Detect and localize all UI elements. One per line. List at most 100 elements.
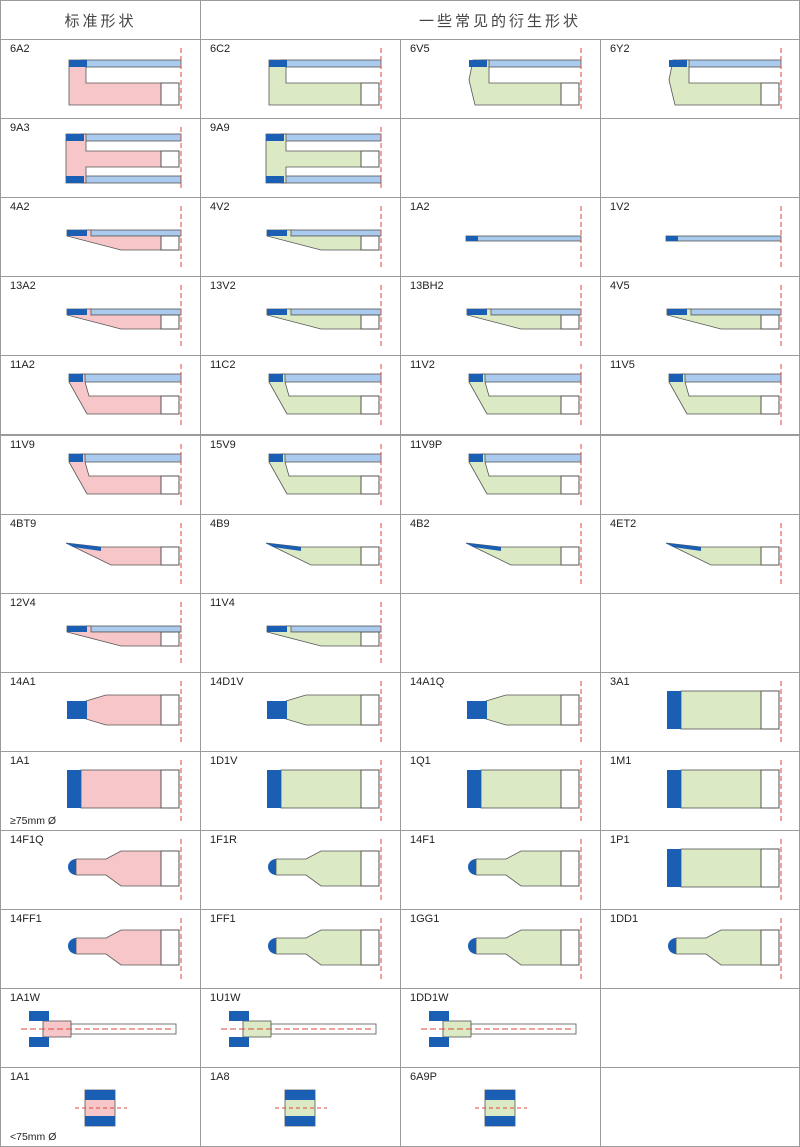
shape-cell: [600, 118, 800, 199]
shape-code-label: 6Y2: [610, 43, 630, 55]
shape-cell: 4V2: [200, 197, 401, 278]
shape-code-label: 1M1: [610, 754, 632, 767]
shape-cell: 4B2: [400, 513, 601, 594]
shape-code-label: 4B2: [410, 517, 430, 530]
shaft: [760, 769, 780, 809]
shape-cell: 4ET2: [600, 513, 800, 594]
body: [475, 929, 562, 966]
shape-drawing: [21, 1011, 177, 1048]
shape-cell: [400, 118, 601, 199]
abrasive-tip: [266, 542, 301, 551]
shape-cell: 1DD1: [600, 909, 800, 990]
abrasive-tip: [68, 859, 76, 875]
abrasive-layer: [467, 309, 487, 316]
shape-code-label: 13BH2: [410, 280, 444, 293]
body: [680, 690, 762, 730]
shape-cell: 11C2: [200, 355, 401, 436]
body: [485, 694, 562, 726]
shape-code-label: 1A1: [10, 754, 30, 767]
shape-code-label: 14F1: [410, 834, 436, 846]
shape-cell: 11A2: [0, 355, 201, 436]
shape-cell: 4BT9: [0, 513, 201, 594]
abrasive-layer: [267, 769, 281, 808]
shape-drawing: [265, 127, 382, 192]
shape-cell: 14A1: [0, 671, 201, 752]
shape-code-label: 13V2: [210, 280, 236, 293]
flat-rim: [665, 235, 782, 242]
abrasive-layer: [269, 374, 283, 383]
shape-cell: 1FF1: [200, 909, 401, 990]
shape-code-label: 3A1: [610, 675, 630, 688]
shape-code-label: 1U1W: [210, 992, 241, 1005]
shape-cell: 1GG1: [400, 909, 601, 990]
rim-top: [80, 133, 182, 142]
shape-cell: 11V4: [200, 592, 401, 673]
shaft: [360, 150, 380, 168]
body: [85, 694, 162, 726]
shape-code-label: 4V5: [610, 280, 630, 293]
shape-drawing: [465, 522, 582, 587]
rim: [85, 308, 182, 316]
abrasive-tip: [466, 542, 501, 551]
shape-cell: 6A9P: [400, 1067, 601, 1147]
abrasive-bottom: [29, 1037, 49, 1048]
abrasive-layer: [469, 60, 487, 67]
body: [75, 929, 162, 966]
shape-code-label: 1A2: [410, 201, 430, 214]
abrasive-tip: [66, 542, 101, 551]
shape-drawing: [275, 1089, 327, 1127]
shape-code-label: 1DD1: [610, 913, 639, 926]
abrasive-bottom: [429, 1037, 449, 1048]
shaft: [360, 929, 380, 966]
shape-drawing: [668, 364, 782, 429]
shape-code-label: 11C2: [210, 359, 236, 372]
shaft: [160, 929, 180, 966]
shape-drawing: [268, 443, 382, 508]
shaft: [160, 769, 180, 809]
body: [675, 929, 762, 966]
shape-drawing: [467, 759, 582, 824]
abrasive-layer: [469, 453, 483, 462]
shape-cell: 4B9: [200, 513, 401, 594]
shape-drawing: [67, 680, 182, 745]
rim-bottom: [80, 175, 182, 184]
shape-drawing: [475, 1089, 527, 1127]
abrasive-layer: [669, 60, 687, 67]
body: [280, 769, 362, 809]
body: [680, 769, 762, 809]
abrasive-layer: [69, 60, 87, 67]
body: [80, 769, 162, 809]
shaft: [360, 694, 380, 726]
abrasive-layer: [267, 230, 287, 237]
shape-drawing: [68, 918, 182, 983]
rim-bottom: [280, 175, 382, 184]
shaft: [760, 546, 780, 566]
shape-code-label: 1P1: [610, 834, 630, 846]
shape-drawing: [66, 601, 182, 666]
diameter-note: <75mm Ø: [10, 1131, 57, 1144]
shaft: [560, 694, 580, 726]
shape-cell: 11V2: [400, 355, 601, 436]
shape-code-label: 4V2: [210, 201, 230, 214]
abrasive-layer: [267, 309, 287, 316]
diameter-note: ≥75mm Ø: [10, 814, 57, 827]
abrasive-tip: [468, 859, 476, 875]
abrasive-bottom: [85, 1116, 115, 1127]
abrasive-layer: [69, 374, 83, 383]
shape-code-label: 1F1R: [210, 834, 237, 846]
shaft: [560, 314, 580, 330]
shape-drawing: [75, 1089, 127, 1127]
shaft: [160, 314, 180, 330]
body: [275, 929, 362, 966]
shaft: [160, 475, 180, 494]
abrasive-layer: [466, 236, 478, 242]
shape-code-label: 1A1W: [10, 992, 40, 1005]
shaft: [360, 235, 380, 251]
body: [275, 850, 362, 887]
shape-drawing: [665, 206, 782, 271]
shape-cell: 1A1W: [0, 988, 201, 1069]
shaft: [160, 694, 180, 726]
shape-code-label: 15V9: [210, 438, 236, 451]
body: [285, 694, 362, 726]
header-standard: 标准形状: [0, 0, 201, 40]
